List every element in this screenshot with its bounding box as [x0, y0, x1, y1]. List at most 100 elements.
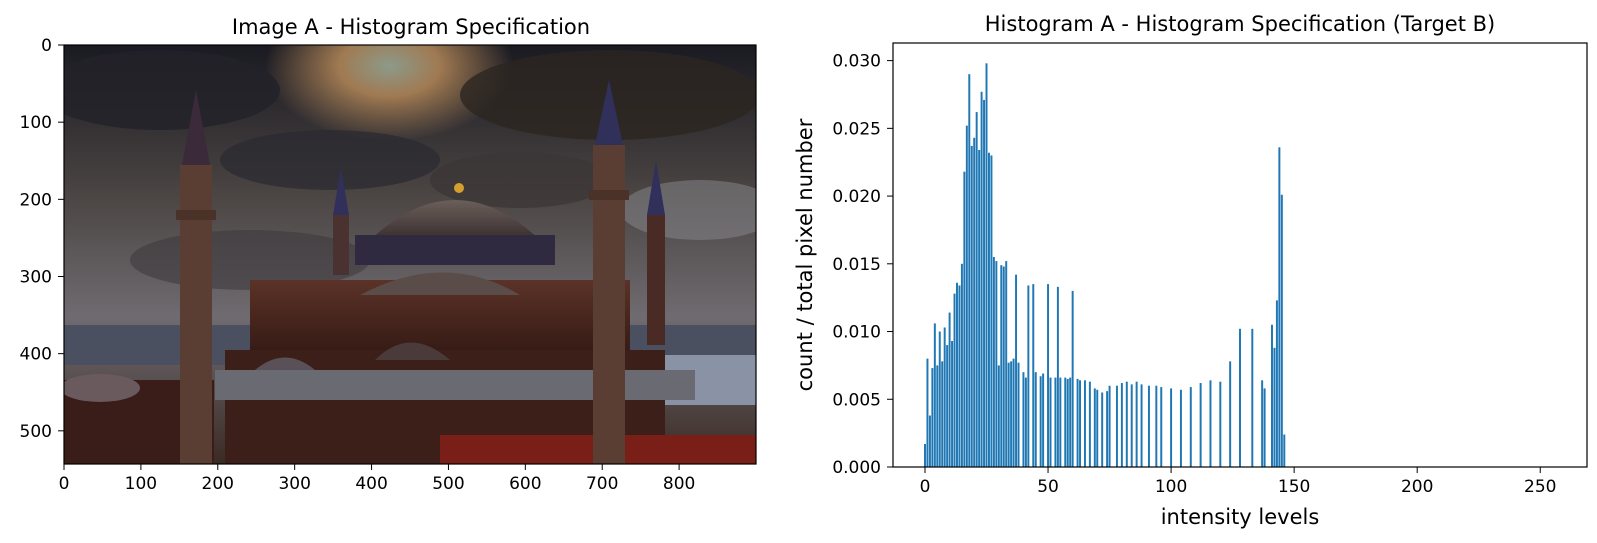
histogram-title: Histogram A - Histogram Specification (T…: [985, 12, 1495, 36]
histogram-bar: [1034, 372, 1037, 467]
histogram-bar: [943, 327, 946, 467]
image-x-tick-label: 500: [432, 474, 464, 494]
image-y-tick-label: 100: [20, 113, 52, 133]
histogram-bar: [980, 91, 983, 467]
histogram-y-tick-label: 0.010: [832, 323, 881, 343]
histogram-bar: [926, 358, 929, 467]
histogram-bar: [1024, 377, 1027, 467]
histogram-bar: [985, 63, 988, 467]
histogram-bar: [1209, 380, 1212, 467]
histogram-bar: [1101, 392, 1104, 467]
image-x-axis: 0 100 200 300 400 500 600 700 800: [59, 464, 695, 494]
y-axis-label: count / total pixel number: [793, 118, 817, 391]
histogram-bar: [1229, 361, 1232, 467]
image-x-tick-label: 300: [278, 474, 310, 494]
histogram-bar: [1135, 381, 1138, 467]
histogram-x-tick-label: 200: [1401, 477, 1433, 497]
histogram-bar: [1120, 383, 1123, 467]
histogram-bar: [1108, 385, 1111, 467]
histogram-bar: [1049, 377, 1052, 467]
histogram-bar: [1017, 362, 1020, 467]
histogram-bar: [948, 312, 951, 467]
image-x-tick-label: 600: [509, 474, 541, 494]
histogram-bar: [1160, 387, 1163, 467]
histogram-bar: [958, 285, 961, 467]
image-x-tick-label: 0: [59, 474, 70, 494]
image-x-tick-label: 200: [202, 474, 234, 494]
histogram-bar: [983, 99, 986, 468]
histogram-x-tick-label: 100: [1155, 477, 1187, 497]
image-x-tick-label: 400: [355, 474, 387, 494]
histogram-x-tick-label: 0: [920, 477, 931, 497]
histogram-bars: [924, 63, 1286, 468]
histogram-bar: [1130, 384, 1133, 467]
histogram-bar: [973, 137, 976, 467]
image-y-tick-label: 500: [20, 422, 52, 442]
histogram-bar: [1199, 383, 1202, 467]
image-y-tick-label: 400: [20, 345, 52, 365]
histogram-bar: [1275, 300, 1278, 467]
histogram-bar: [1140, 384, 1143, 467]
histogram-bar: [1125, 381, 1128, 467]
histogram-bar: [987, 152, 990, 468]
histogram-bar: [1280, 194, 1283, 467]
histogram-bar: [1047, 284, 1050, 467]
histogram-bar: [941, 361, 944, 467]
histogram-bar: [990, 155, 993, 467]
histogram-bar: [965, 125, 968, 467]
histogram-bar: [1012, 358, 1015, 467]
x-axis-label: intensity levels: [1161, 505, 1320, 529]
histogram-bar: [1283, 434, 1286, 467]
histogram-bar: [1088, 381, 1091, 467]
histogram-bar: [1170, 388, 1173, 467]
histogram-bar: [933, 323, 936, 467]
histogram-bar: [1059, 377, 1062, 467]
photo-image: [64, 45, 756, 464]
histogram-y-tick-label: 0.020: [832, 187, 881, 207]
histogram-bar: [1271, 324, 1273, 467]
histogram-bar: [1022, 372, 1025, 467]
histogram-bar: [1002, 266, 1005, 467]
image-panel: Image A - Histogram Specification: [20, 15, 757, 494]
histogram-panel: Histogram A - Histogram Specification (T…: [793, 12, 1588, 529]
histogram-bar: [968, 74, 971, 467]
histogram-bar: [928, 415, 931, 467]
image-y-axis: 0 100 200 300 400 500: [20, 36, 64, 442]
histogram-y-tick-label: 0.005: [832, 390, 881, 410]
histogram-bar: [931, 368, 934, 467]
histogram-bar: [995, 261, 998, 467]
histogram-bar: [1079, 380, 1082, 467]
histogram-bar: [1147, 385, 1150, 467]
histogram-bar: [1027, 285, 1030, 467]
histogram-bar: [956, 282, 958, 467]
histogram-bar: [1066, 378, 1069, 467]
histogram-bar: [946, 345, 949, 467]
histogram-bar: [978, 150, 981, 467]
histogram-bar: [1071, 290, 1074, 467]
histogram-bar: [1064, 377, 1067, 467]
histogram-bar: [975, 112, 978, 467]
image-x-tick-label: 700: [586, 474, 618, 494]
histogram-frame: [892, 42, 1588, 468]
histogram-x-tick-label: 250: [1524, 477, 1556, 497]
histogram-bar: [1042, 373, 1045, 467]
image-x-tick-label: 100: [125, 474, 157, 494]
histogram-bar: [951, 341, 954, 467]
histogram-y-axis: 0.000 0.005 0.010 0.015 0.020 0.025 0.030: [832, 52, 893, 478]
histogram-bar: [1189, 387, 1192, 467]
histogram-y-tick-label: 0.015: [832, 255, 881, 275]
histogram-bar: [938, 331, 941, 467]
histogram-bar: [1076, 378, 1079, 467]
histogram-bar: [1000, 265, 1003, 467]
histogram-bar: [1056, 286, 1059, 467]
histogram-bar: [1083, 380, 1086, 467]
histogram-bar: [1054, 377, 1057, 467]
histogram-bar: [1278, 147, 1281, 467]
histogram-bar: [1069, 377, 1072, 467]
histogram-bar: [1015, 274, 1018, 467]
histogram-y-tick-label: 0.030: [832, 52, 881, 72]
histogram-bar: [1039, 376, 1042, 467]
histogram-y-tick-label: 0.025: [832, 119, 881, 139]
image-frame: [63, 44, 757, 465]
